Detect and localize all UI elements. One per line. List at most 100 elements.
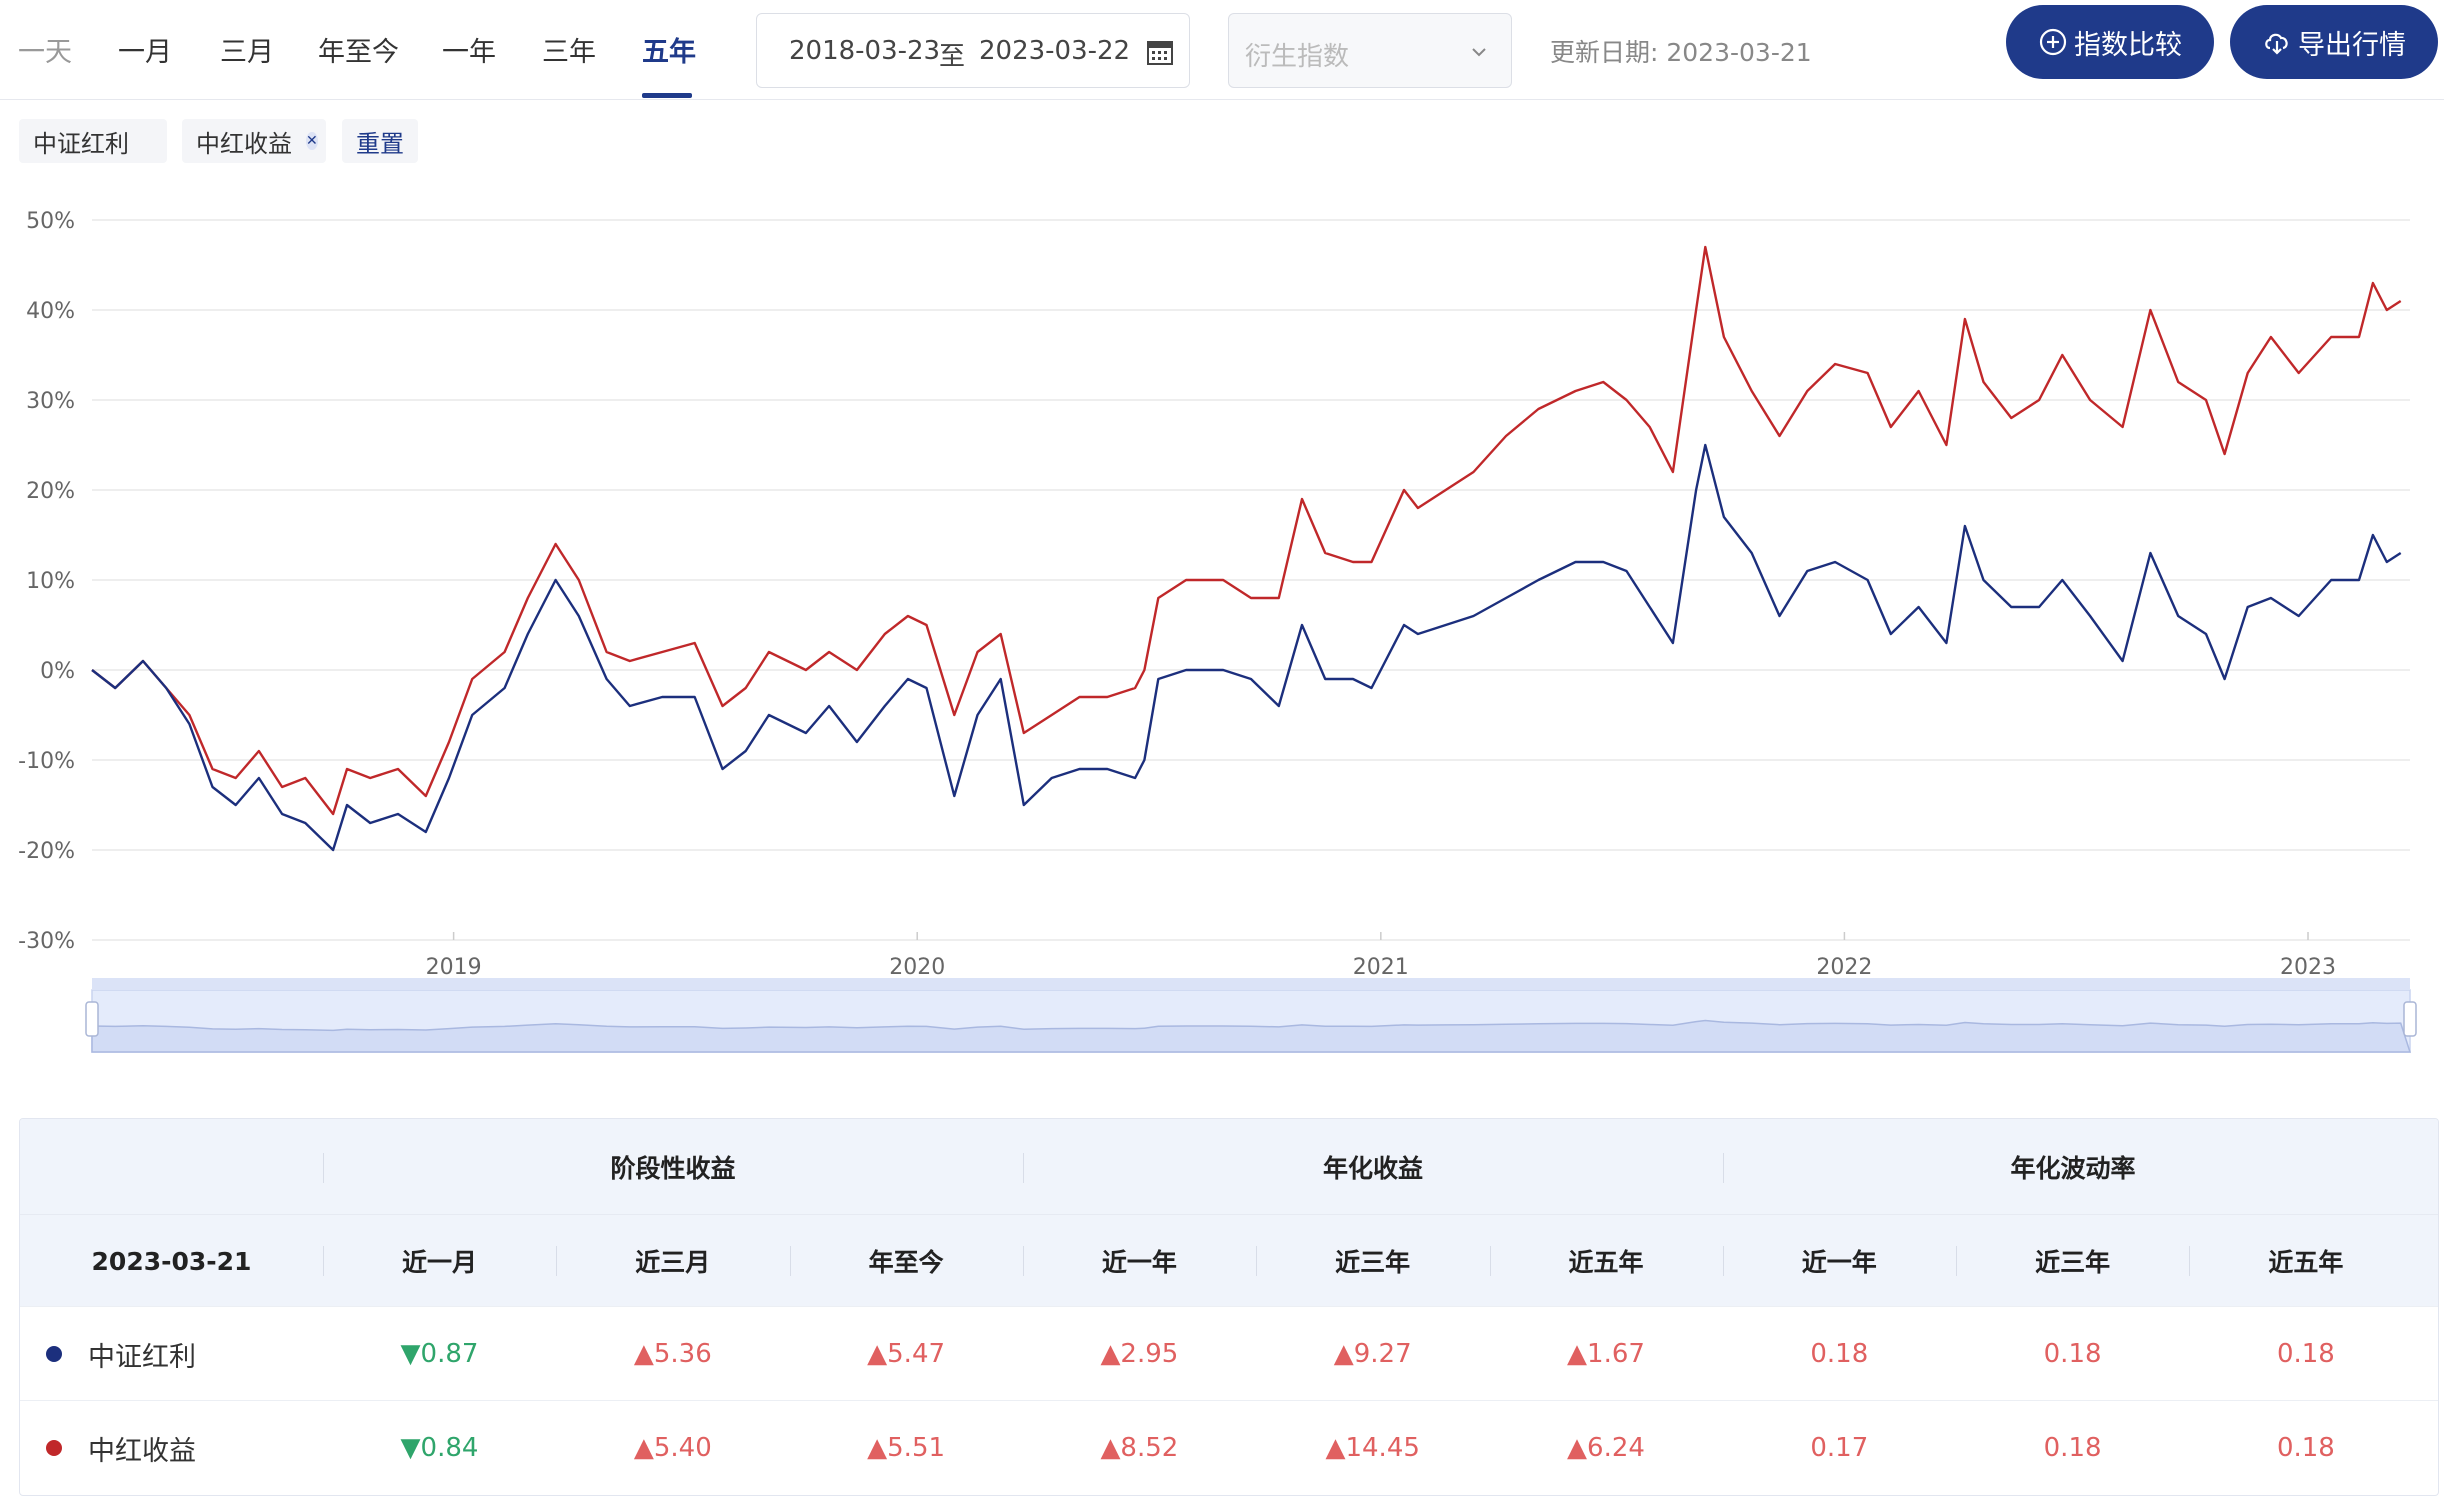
table-cell: 0.18 — [2276, 1433, 2335, 1463]
date-range-picker[interactable]: 2018-03-23 至 2023-03-22 — [756, 13, 1190, 88]
index-compare-button[interactable]: 指数比较 — [2006, 5, 2214, 79]
range-slider[interactable] — [85, 978, 2417, 1053]
slider-top-bar[interactable] — [92, 978, 2410, 990]
table-cell: ▲9.27 — [1333, 1339, 1412, 1369]
table-cell: 0.18 — [1810, 1339, 1869, 1369]
table-cell: 0.17 — [1810, 1433, 1869, 1463]
series-line — [91, 443, 2402, 852]
table-row: 中证红利 ▼0.87 ▲5.36 ▲5.47 ▲2.95 ▲9.27 ▲1.67 0.18 0.… — [20, 1306, 2438, 1400]
column-header: 年至今 — [868, 1248, 944, 1277]
divider — [1256, 1246, 1258, 1276]
series-dot — [46, 1440, 62, 1456]
y-tick-label: 40% — [26, 299, 75, 324]
divider — [789, 1246, 791, 1276]
series-lines — [91, 245, 2402, 852]
close-icon[interactable]: ✕ — [306, 132, 318, 150]
y-tick-label: -20% — [18, 839, 75, 864]
table-cell: ▼0.84 — [400, 1433, 479, 1463]
table-date: 2023-03-21 — [91, 1246, 252, 1276]
column-header: 近一年 — [1101, 1248, 1177, 1277]
column-header: 近三年 — [2035, 1248, 2111, 1277]
divider — [323, 1153, 324, 1183]
y-tick-label: -30% — [18, 929, 75, 954]
chip-zhonghong-return[interactable]: 中红收益 ✕ — [182, 119, 326, 163]
toolbar: 一天 一月 三月 年至今 一年 三年 五年 2018-03-23 至 2023-… — [0, 0, 2444, 100]
line-chart: 50%40%30%20%10%0%-10%-20%-30% 2019 2020 20… — [18, 209, 2417, 1053]
slider-handle-left[interactable] — [85, 1001, 99, 1037]
tab-three-months[interactable]: 三月 — [220, 37, 274, 68]
reset-label: 重置 — [356, 129, 404, 158]
update-date: 更新日期: 2023-03-21 — [1550, 38, 1812, 67]
x-axis: 2019 2020 2021 2022 2023 — [426, 932, 2336, 980]
column-header: 近五年 — [1568, 1248, 1644, 1277]
chip-label: 中证红利 — [33, 129, 129, 158]
divider — [1023, 1153, 1024, 1183]
row-name-label: 中红收益 — [88, 1435, 196, 1467]
tab-ytd[interactable]: 年至今 — [318, 37, 399, 68]
cloud-download-icon — [2265, 33, 2288, 55]
table-cell: ▲5.47 — [867, 1339, 946, 1369]
divider — [323, 1246, 324, 1276]
tab-five-years[interactable]: 五年 — [642, 37, 696, 68]
table-cell: ▲6.24 — [1567, 1433, 1645, 1463]
divider — [1722, 1246, 1724, 1276]
group-header-annualized-volatility: 年化波动率 — [2010, 1153, 2136, 1183]
table-cell: 0.18 — [2276, 1339, 2335, 1369]
table-cell: ▲1.67 — [1567, 1339, 1645, 1369]
row-name: 中红收益 — [46, 1401, 196, 1495]
table-cell: ▲5.40 — [633, 1433, 712, 1463]
column-header: 近五年 — [2268, 1248, 2344, 1277]
x-tick-label: 2022 — [1816, 955, 1872, 980]
performance-table: 阶段性收益 年化收益 年化波动率 2023-03-21 近一月 近三月 年至今 近一年… — [19, 1118, 2439, 1496]
row-name-label: 中证红利 — [88, 1341, 196, 1373]
group-header-annualized-return: 年化收益 — [1322, 1153, 1423, 1183]
table-group-header: 阶段性收益 年化收益 年化波动率 — [20, 1119, 2438, 1214]
x-tick-label: 2019 — [426, 955, 482, 980]
table-cell: ▼0.87 — [400, 1339, 479, 1369]
table-cell: ▲8.52 — [1100, 1433, 1179, 1463]
column-header: 近一月 — [401, 1248, 477, 1277]
table-cell: ▲2.95 — [1100, 1339, 1179, 1369]
x-tick-label: 2021 — [1353, 955, 1409, 980]
y-axis: 50% 40% 30% 20% 10% 0% -10% -20% -30% — [18, 209, 75, 954]
y-tick-label: 10% — [26, 569, 75, 594]
group-header-period-return: 阶段性收益 — [610, 1153, 736, 1183]
table-column-header: 2023-03-21 近一月 近三月 年至今 近一年 近三年 近五年 近一年 近三年 近五年 — [20, 1214, 2438, 1306]
divider — [1489, 1246, 1491, 1276]
column-header: 近一年 — [1801, 1248, 1877, 1277]
reset-button[interactable]: 重置 — [342, 119, 418, 163]
end-date[interactable]: 2023-03-22 — [979, 36, 1131, 66]
x-tick-label: 2023 — [2280, 955, 2336, 980]
tab-one-day[interactable]: 一天 — [18, 37, 72, 68]
column-header: 近三月 — [635, 1248, 711, 1277]
y-tick-label: 0% — [40, 659, 75, 684]
slider-preview — [91, 1019, 2412, 1053]
slider-handle-right[interactable] — [2403, 1001, 2417, 1037]
y-tick-label: 50% — [26, 209, 75, 234]
chip-zhongzheng-dividend[interactable]: 中证红利 — [19, 119, 167, 163]
table-cell: 0.18 — [2043, 1339, 2102, 1369]
tab-one-year[interactable]: 一年 — [442, 37, 496, 68]
table-row: 中红收益 ▼0.84 ▲5.40 ▲5.51 ▲8.52 ▲14.45 ▲6.24 0.17 0… — [20, 1400, 2438, 1494]
start-date[interactable]: 2018-03-23 — [789, 36, 941, 66]
x-tick-label: 2020 — [889, 955, 945, 980]
chevron-down-icon — [1472, 48, 1486, 57]
export-label: 导出行情 — [2298, 29, 2406, 61]
row-name: 中证红利 — [46, 1307, 196, 1401]
series-dot — [46, 1346, 62, 1362]
series-line — [91, 245, 2402, 816]
date-separator: 至 — [939, 42, 966, 72]
column-header: 近三年 — [1335, 1248, 1411, 1277]
index-compare-label: 指数比较 — [2074, 29, 2182, 61]
tab-one-month[interactable]: 一月 — [118, 37, 172, 68]
derivative-index-placeholder: 衍生指数 — [1245, 42, 1350, 72]
derivative-index-select[interactable]: 衍生指数 — [1228, 13, 1512, 88]
table-cell: 0.18 — [2043, 1433, 2102, 1463]
calendar-icon[interactable] — [1147, 39, 1173, 65]
export-button[interactable]: 导出行情 — [2230, 5, 2438, 79]
y-tick-label: 30% — [26, 389, 75, 414]
y-tick-label: -10% — [18, 749, 75, 774]
table-cell: ▲14.45 — [1325, 1433, 1420, 1463]
tab-three-years[interactable]: 三年 — [542, 37, 596, 68]
y-tick-label: 20% — [26, 479, 75, 504]
